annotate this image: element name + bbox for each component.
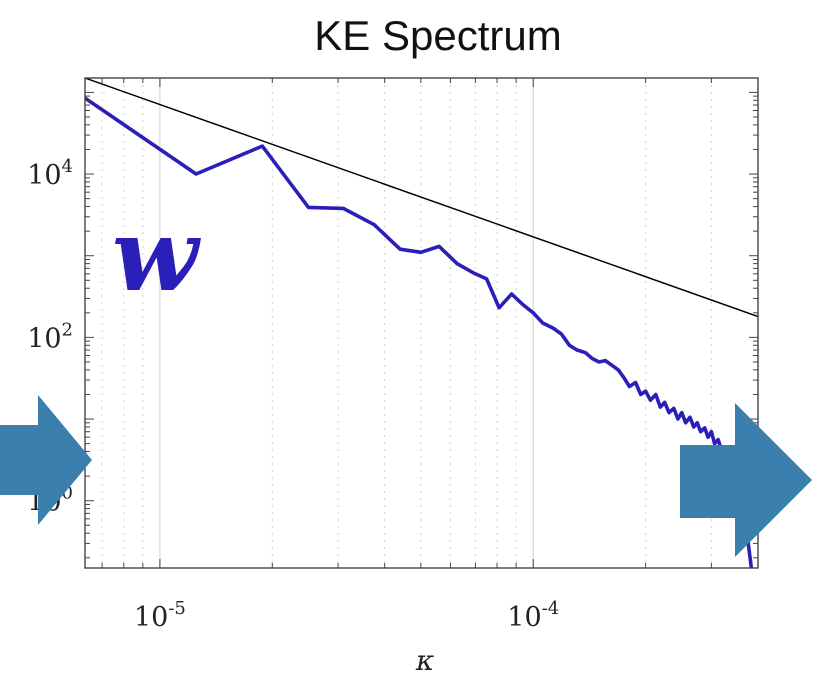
x-grid — [101, 78, 712, 568]
y-tick-label: 102 — [27, 319, 73, 354]
reference-slope-line — [85, 78, 758, 318]
x-tick-labels: 10-5 10-4 — [134, 598, 559, 633]
x-tick-label: 10-5 — [134, 598, 186, 633]
plot-frame — [84, 77, 759, 569]
plot-area — [85, 78, 758, 568]
x-axis-label: κ — [415, 644, 434, 677]
axis-minor-ticks — [85, 78, 758, 568]
right-arrow-icon — [680, 403, 812, 557]
chart-title: KE Spectrum — [314, 12, 561, 59]
left-arrow-icon — [0, 395, 92, 525]
x-tick-label: 10-4 — [507, 598, 559, 633]
w-symbol-annotation: w — [112, 196, 201, 314]
y-tick-label: 104 — [27, 156, 73, 191]
